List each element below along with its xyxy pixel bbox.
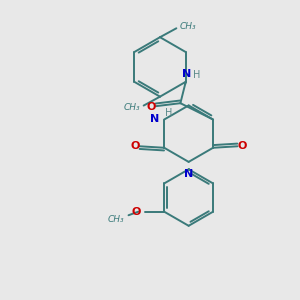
Text: CH₃: CH₃ — [180, 22, 196, 31]
Text: CH₃: CH₃ — [124, 103, 140, 112]
Text: O: O — [130, 141, 140, 151]
Text: N: N — [184, 169, 193, 179]
Text: O: O — [146, 102, 156, 112]
Text: O: O — [132, 207, 141, 217]
Text: H: H — [165, 108, 172, 118]
Text: O: O — [238, 141, 247, 151]
Text: N: N — [182, 69, 191, 80]
Text: H: H — [194, 70, 201, 80]
Text: N: N — [150, 114, 159, 124]
Text: CH₃: CH₃ — [107, 214, 124, 224]
